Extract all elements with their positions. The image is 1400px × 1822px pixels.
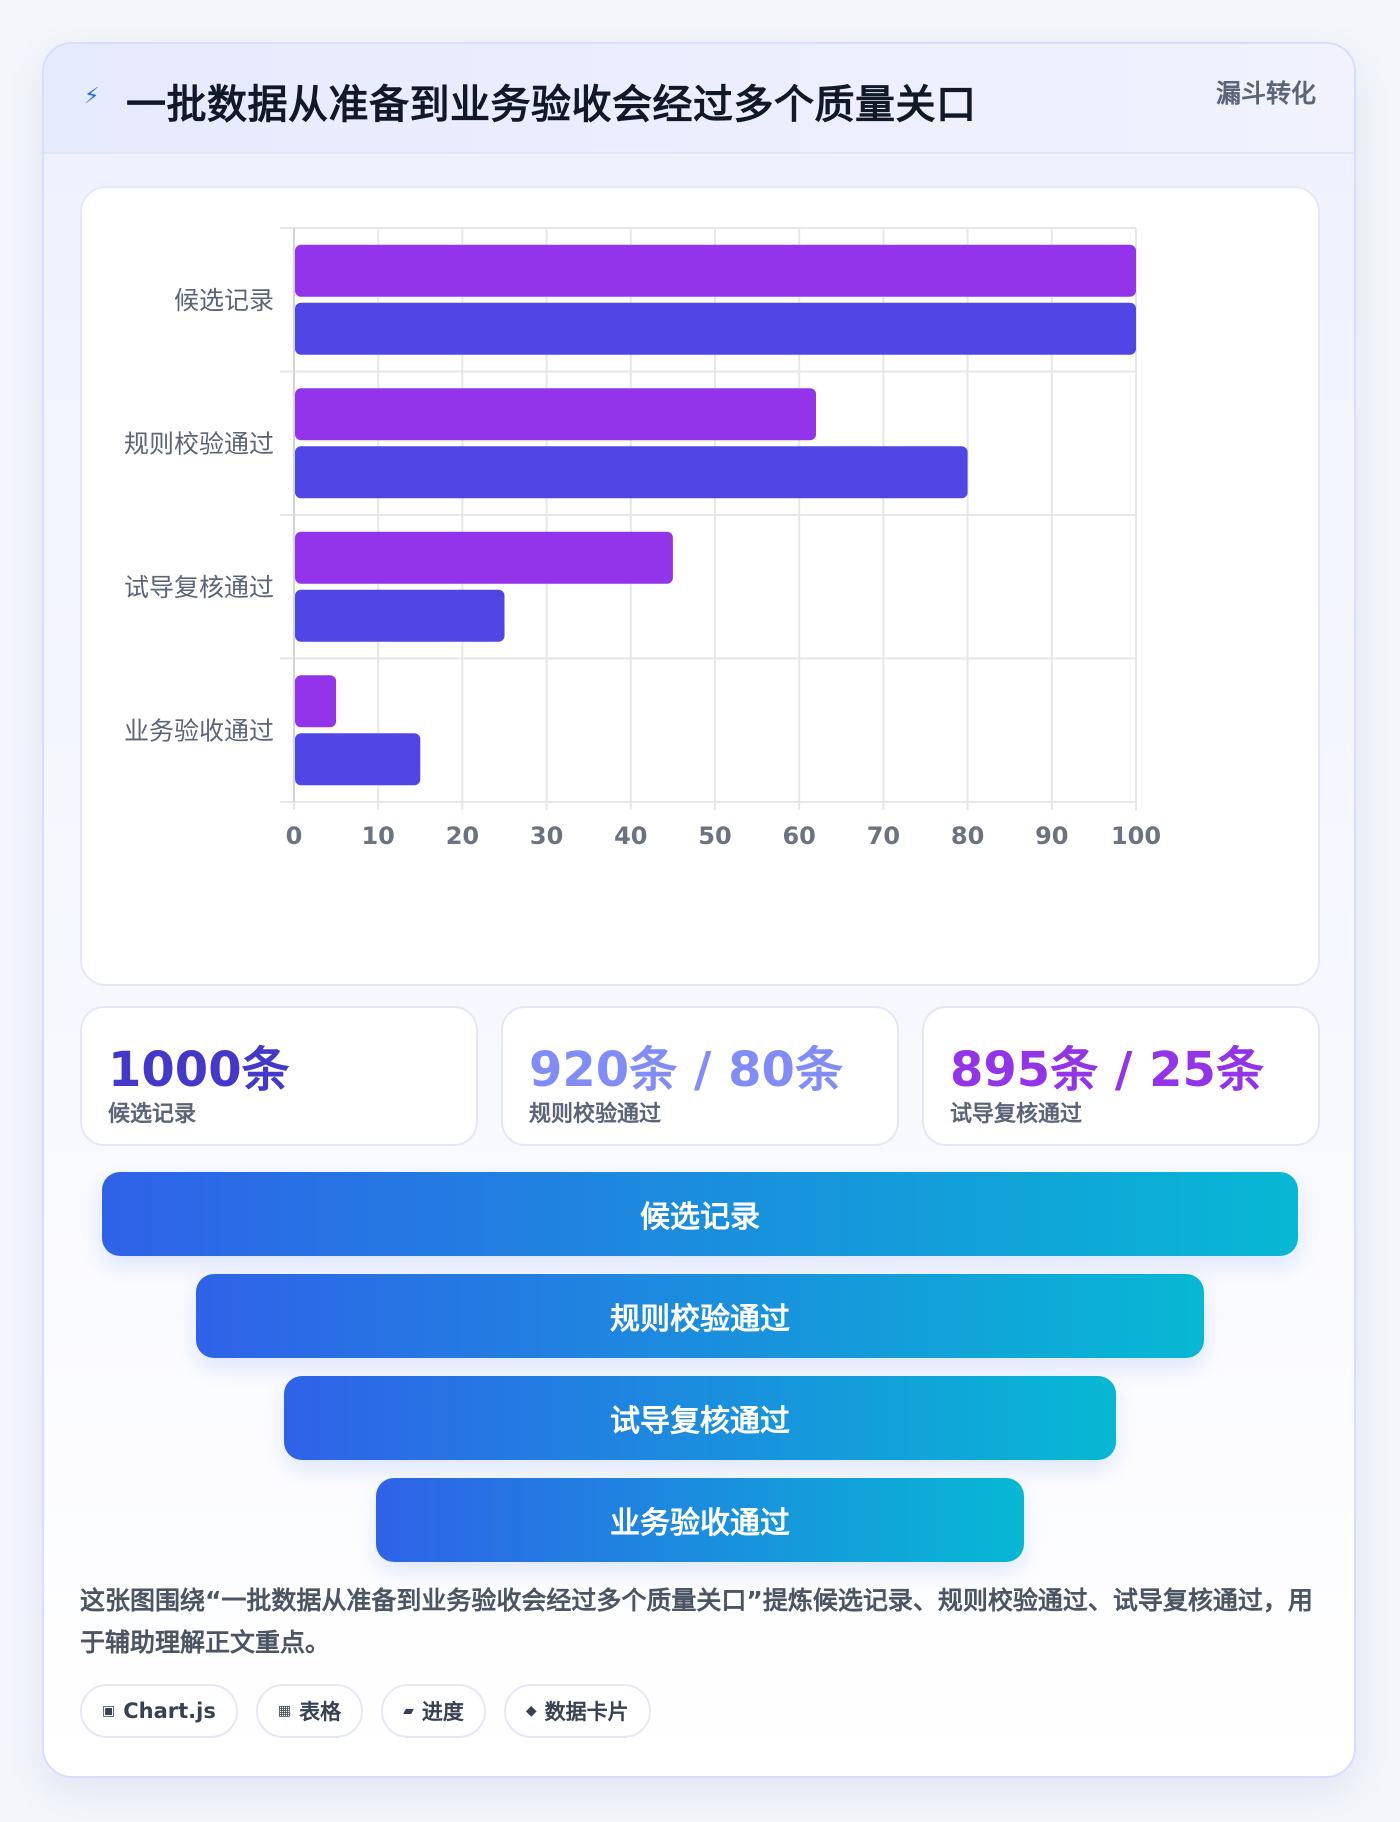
tag-label: Chart.js bbox=[123, 1699, 216, 1723]
stat-card-trial-review: 895条 / 25条 试导复核通过 bbox=[922, 1006, 1320, 1146]
stat-card-candidates: 1000条 候选记录 bbox=[80, 1006, 478, 1146]
x-tick-label: 20 bbox=[446, 822, 479, 850]
x-tick-label: 40 bbox=[614, 822, 647, 850]
x-tick-label: 100 bbox=[1111, 822, 1161, 850]
progress-icon: ▰ bbox=[403, 1703, 414, 1719]
bar bbox=[295, 244, 1136, 297]
bar bbox=[295, 446, 968, 499]
x-tick-label: 0 bbox=[286, 822, 303, 850]
bar bbox=[295, 302, 1136, 355]
infographic-card: ⚡ 一批数据从准备到业务验收会经过多个质量关口 漏斗转化 0 10 20 30 40 50… bbox=[42, 42, 1356, 1778]
x-tick-label: 70 bbox=[867, 822, 900, 850]
x-tick-label: 10 bbox=[361, 822, 394, 850]
page-title: 一批数据从准备到业务验收会经过多个质量关口 bbox=[126, 82, 977, 128]
chart-box-icon: ▣ bbox=[102, 1703, 116, 1719]
funnel-stage-acceptance: 业务验收通过 bbox=[376, 1478, 1024, 1562]
stat-value: 920条 / 80条 bbox=[529, 1042, 843, 1098]
tag-progress[interactable]: ▰ 进度 bbox=[381, 1684, 486, 1738]
stat-value: 1000条 bbox=[108, 1042, 290, 1098]
card-header: ⚡ 一批数据从准备到业务验收会经过多个质量关口 漏斗转化 bbox=[44, 44, 1354, 154]
x-tick-label: 60 bbox=[782, 822, 815, 850]
category-label: 业务验收通过 bbox=[124, 716, 274, 745]
x-tick-label: 90 bbox=[1035, 822, 1068, 850]
funnel-stage-trial-review: 试导复核通过 bbox=[284, 1376, 1116, 1460]
tag-label: 进度 bbox=[421, 1700, 464, 1724]
stat-value: 895条 / 25条 bbox=[950, 1042, 1264, 1098]
funnel-stage-rule-check: 规则校验通过 bbox=[196, 1274, 1204, 1358]
stat-label: 试导复核通过 bbox=[950, 1102, 1083, 1127]
diamond-icon: ◆ bbox=[525, 1703, 537, 1719]
stat-card-rule-check: 920条 / 80条 规则校验通过 bbox=[501, 1006, 899, 1146]
x-tick-label: 30 bbox=[530, 822, 563, 850]
bar bbox=[295, 589, 505, 642]
tag-label: 数据卡片 bbox=[544, 1700, 629, 1724]
tag-data-card[interactable]: ◆ 数据卡片 bbox=[503, 1684, 651, 1738]
tag-table[interactable]: ▦ 表格 bbox=[255, 1684, 364, 1738]
funnel-stage-candidates: 候选记录 bbox=[102, 1172, 1298, 1256]
bar bbox=[295, 388, 817, 441]
summary-text: 这张图围绕“一批数据从准备到业务验收会经过多个质量关口”提炼候选记录、规则校验通… bbox=[80, 1586, 1313, 1657]
category-label: 候选记录 bbox=[174, 286, 274, 315]
funnel-badge: 漏斗转化 bbox=[1215, 79, 1316, 108]
stat-label: 候选记录 bbox=[108, 1102, 197, 1127]
x-tick-label: 50 bbox=[698, 822, 731, 850]
table-icon: ▦ bbox=[277, 1703, 292, 1719]
lightning-icon: ⚡ bbox=[84, 84, 100, 109]
bar-chart-panel: 0 10 20 30 40 50 60 70 80 90 100 候选记录规则校验通过 试导复核通过 业务… bbox=[80, 186, 1320, 986]
tag-label: 表格 bbox=[299, 1700, 342, 1724]
tag-chartjs[interactable]: ▣ Chart.js bbox=[80, 1684, 238, 1738]
x-tick-label: 80 bbox=[951, 822, 984, 850]
bar bbox=[295, 531, 673, 584]
bar bbox=[295, 675, 337, 728]
stat-label: 规则校验通过 bbox=[529, 1102, 662, 1127]
tag-list: ▣ Chart.js ▦ 表格 ▰ 进度 ◆ 数据卡片 bbox=[80, 1684, 651, 1738]
category-label: 规则校验通过 bbox=[124, 429, 274, 458]
bar-chart: 0 10 20 30 40 50 60 70 80 90 100 候选记录规则校验通过试导复核通过业务… bbox=[124, 227, 1161, 850]
bar bbox=[295, 733, 421, 786]
category-label: 试导复核通过 bbox=[124, 573, 274, 602]
